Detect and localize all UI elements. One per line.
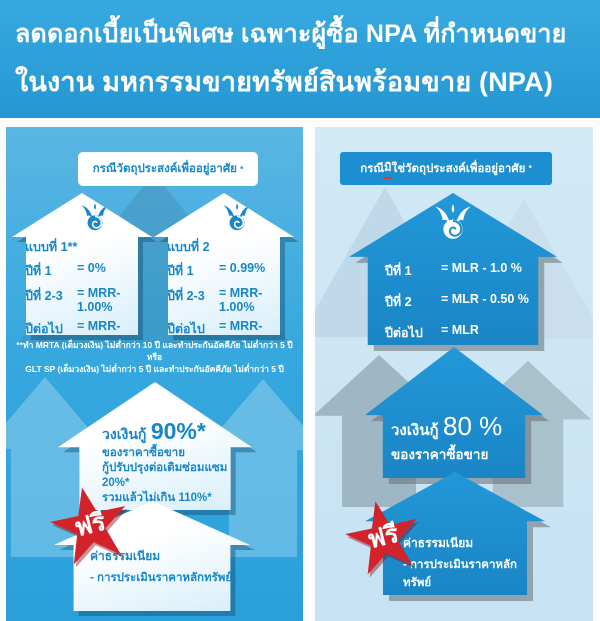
residential-panel-title-text: กรณีวัตถุประสงค์เพื่ออยู่อาศัย <box>92 163 237 175</box>
plan1-rate-table: ปีที่ 1 = 0% ปีที่ 2-3 = MRR-1.00% ปีต่อ… <box>25 261 152 347</box>
rate-row: ปีต่อไป = MLR <box>385 323 529 343</box>
rate-value: = MRR-2.00% <box>77 319 121 347</box>
footnote-line3: GLT SP (เต็มวงเงิน) ไม่ต่ำกว่า 5 ปี และท… <box>25 364 284 374</box>
asterisk-note: * <box>528 164 532 173</box>
loan-prefix: วงเงินกู้ <box>391 422 439 439</box>
rate-row: ปีที่ 1 = 0.99% <box>167 261 294 281</box>
plan2-name: แบบที่ 2 <box>167 240 210 254</box>
residential-panel-title: กรณีวัตถุประสงค์เพื่ออยู่อาศัย * <box>78 152 258 186</box>
footnote-line2: หรือ <box>146 352 163 362</box>
rate-label: ปีต่อไป <box>167 322 205 336</box>
free-star-badge: ฟรี <box>345 499 421 575</box>
rate-value: = MRR-1.00% <box>77 286 121 314</box>
loan-amount-house-shape: วงเงินกู้ 80 % ของราคาซื้อขาย <box>365 347 543 478</box>
star-icon <box>50 487 126 565</box>
loan-line4: รวมแล้วไม่เกิน 110%* <box>102 492 212 504</box>
fee-item: - การประเมินราคาหลักทรัพย์ <box>90 572 233 584</box>
plan2-house-shape: แบบที่ 2 ปีที่ 1 = 0.99% ปีที่ 2-3 = MRR… <box>154 193 294 335</box>
rate-label: ปีที่ 1 <box>167 264 194 278</box>
loan-line2: ของราคาซื้อขาย <box>102 447 185 459</box>
rate-label: ปีที่ 1 <box>25 264 52 278</box>
fee-title: ค่าธรรมเนียม <box>90 549 161 563</box>
rate-label: ปีต่อไป <box>385 326 423 340</box>
title-underlined: มิ <box>384 159 392 179</box>
plan1-name: แบบที่ 1** <box>25 240 78 254</box>
mlr-rates-house: ปีที่ 1 = MLR - 1.0 % ปีที่ 2 = MLR - 0.… <box>349 193 557 345</box>
asterisk-note: * <box>240 164 244 174</box>
free-star-badge: ฟรี <box>50 485 130 565</box>
rate-row: ปีที่ 2-3 = MRR-1.00% <box>25 286 152 314</box>
rate-row: ปีต่อไป = MRR-2.00% <box>167 319 294 347</box>
loan-prefix: วงเงินกู้ <box>102 426 147 442</box>
krungthai-bird-icon <box>431 201 475 245</box>
rate-row: ปีที่ 2-3 = MRR-1.00% <box>167 286 294 314</box>
loan-amount-house: วงเงินกู้ 90%* ของราคาซื้อขาย กู้ปรับปรุ… <box>58 382 252 510</box>
promo-header-banner: ลดดอกเบี้ยเป็นพิเศษ เฉพาะผู้ซื้อ NPA ที่… <box>0 0 600 118</box>
insurance-footnote: **ทำ MRTA (เต็มวงเงิน) ไม่ต่ำกว่า 10 ปี … <box>8 339 301 375</box>
fee-item: - การประเมินราคาหลักทรัพย์ <box>403 559 518 589</box>
loan-amount-text: วงเงินกู้ 90%* ของราคาซื้อขาย กู้ปรับปรุ… <box>102 418 252 506</box>
rate-value: = MRR-1.00% <box>219 286 263 314</box>
plan2-rate-table: ปีที่ 1 = 0.99% ปีที่ 2-3 = MRR-1.00% ปี… <box>167 261 294 347</box>
promo-title-line1: ลดดอกเบี้ยเป็นพิเศษ เฉพาะผู้ซื้อ NPA ที่… <box>15 20 567 48</box>
rate-row: ปีที่ 1 = 0% <box>25 261 152 281</box>
fee-title: ค่าธรรมเนียม <box>403 536 474 550</box>
rate-value: = MLR - 1.0 % <box>441 261 522 275</box>
rate-value: = MRR-2.00% <box>219 319 263 347</box>
rate-label: ปีที่ 1 <box>385 264 412 278</box>
loan-amount-value: 80 % <box>443 411 503 441</box>
loan-amount-value: 90%* <box>150 418 206 444</box>
rate-label: ปีที่ 2 <box>385 295 412 309</box>
non-residential-panel: กรณี มิ ใช่วัตถุประสงค์เพื่ออยู่อาศัย * ปี… <box>315 127 593 621</box>
krungthai-bird-icon <box>78 201 112 235</box>
loan-line3: กู้ปรับปรุงต่อเติมซ่อมแซม 20%* <box>102 462 228 489</box>
rate-label: ปีต่อไป <box>25 322 63 336</box>
rate-row: ปีที่ 2 = MLR - 0.50 % <box>385 292 529 312</box>
title-post: ใช่วัตถุประสงค์เพื่ออยู่อาศัย <box>391 162 526 175</box>
rate-value: = MLR <box>441 323 479 337</box>
plan1-house: แบบที่ 1** ปีที่ 1 = 0% ปีที่ 2-3 = MRR-… <box>12 193 152 335</box>
footnote-line1: **ทำ MRTA (เต็มวงเงิน) ไม่ต่ำกว่า 10 ปี … <box>16 340 293 350</box>
non-residential-panel-title: กรณี มิ ใช่วัตถุประสงค์เพื่ออยู่อาศัย * <box>340 152 552 185</box>
promo-title-line2: ในงาน มหกรรมขายทรัพย์สินพร้อมขาย (NPA) <box>15 67 554 97</box>
rate-row: ปีที่ 1 = MLR - 1.0 % <box>385 261 529 281</box>
krungthai-bird-icon <box>220 201 254 235</box>
title-pre: กรณี <box>360 162 385 175</box>
loan-line2: ของราคาซื้อขาย <box>391 447 489 462</box>
residential-panel: กรณีวัตถุประสงค์เพื่ออยู่อาศัย * แบบที่ … <box>6 127 303 621</box>
rate-label: ปีที่ 2-3 <box>25 289 63 303</box>
rate-value: = 0.99% <box>219 261 266 275</box>
mlr-rate-table: ปีที่ 1 = MLR - 1.0 % ปีที่ 2 = MLR - 0.… <box>385 261 529 345</box>
rate-value: = 0% <box>77 261 106 275</box>
star-icon <box>345 501 417 575</box>
rate-value: = MLR - 0.50 % <box>441 292 529 306</box>
mlr-rates-house-shape: ปีที่ 1 = MLR - 1.0 % ปีที่ 2 = MLR - 0.… <box>349 193 557 345</box>
plan1-house-shape: แบบที่ 1** ปีที่ 1 = 0% ปีที่ 2-3 = MRR-… <box>12 193 152 335</box>
plan2-house: แบบที่ 2 ปีที่ 1 = 0.99% ปีที่ 2-3 = MRR… <box>154 193 294 335</box>
rate-row: ปีต่อไป = MRR-2.00% <box>25 319 152 347</box>
loan-amount-house: วงเงินกู้ 80 % ของราคาซื้อขาย <box>365 347 543 478</box>
loan-amount-text: วงเงินกู้ 80 % ของราคาซื้อขาย <box>391 411 502 465</box>
rate-label: ปีที่ 2-3 <box>167 289 205 303</box>
